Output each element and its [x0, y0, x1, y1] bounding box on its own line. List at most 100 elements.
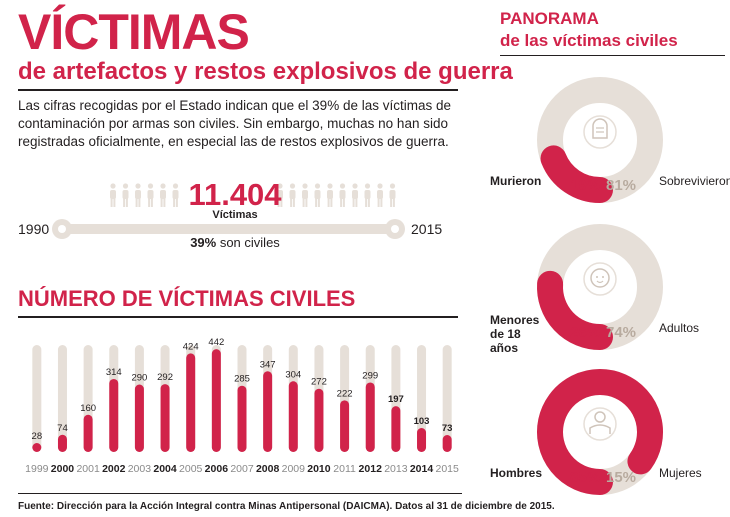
bar-value-label: 347 [260, 359, 276, 370]
person-icon [389, 183, 396, 207]
title-divider [18, 89, 458, 91]
donut-right-pct: 15% [606, 469, 637, 486]
bar-track [57, 345, 67, 452]
person-icon [122, 183, 129, 207]
x-tick-label: 2002 [102, 463, 126, 475]
donut-left-pct: 26% [570, 324, 601, 341]
bar-value-label: 272 [311, 377, 327, 388]
bar [57, 434, 67, 452]
donut-right-pct: 74% [606, 324, 637, 341]
donut-right-label: Mujeres [659, 466, 702, 480]
bar-value-label: 299 [362, 370, 378, 381]
bar [211, 349, 221, 452]
x-tick-label: 2013 [384, 463, 408, 475]
bar [391, 406, 401, 452]
bar-chart: 28 1999 74 2000 160 2001 314 2002 290 2003 292 2004… [25, 337, 459, 475]
x-tick-label: 2004 [153, 463, 177, 475]
panorama-title: PANORAMA de las víctimas civiles [500, 8, 678, 52]
person-icon [314, 183, 321, 207]
bar-value-label: 292 [157, 372, 173, 383]
source-divider [18, 493, 462, 494]
donut-left-label: Menores de 18 años [490, 313, 540, 355]
bar [365, 382, 375, 452]
person-icon [364, 183, 371, 207]
bar-value-label: 304 [285, 369, 301, 380]
civil-percentage-value: 39% [190, 235, 217, 250]
child-face-icon [583, 262, 617, 296]
bar [417, 428, 427, 452]
bar [134, 384, 144, 452]
person-icon [352, 183, 358, 207]
bar-track [417, 345, 427, 452]
bar-value-label: 424 [183, 341, 199, 352]
bar-value-label: 197 [388, 394, 404, 405]
donut-left-label: Murieron [490, 174, 542, 188]
bar [83, 414, 93, 452]
bar [32, 443, 42, 452]
tombstone-icon [583, 115, 617, 149]
bar-value-label: 290 [131, 373, 147, 384]
bar-value-label: 73 [442, 423, 453, 434]
intro-text: Las cifras recogidas por el Estado indic… [18, 98, 451, 149]
chart-title: NÚMERO DE VÍCTIMAS CIVILES [18, 286, 356, 311]
person-icon [377, 183, 383, 207]
x-tick-label: 2012 [359, 463, 383, 475]
bar-value-label: 103 [414, 416, 430, 427]
civil-percentage-label: son civiles [216, 235, 280, 250]
timeline-end-year: 2015 [411, 221, 443, 237]
donut-right-label: Adultos [659, 321, 700, 335]
x-tick-label: 2000 [51, 463, 75, 475]
person-icon [160, 183, 166, 207]
total-victims: 11.404 [188, 177, 282, 212]
bar [288, 381, 298, 452]
x-tick-label: 2011 [333, 463, 356, 475]
bar-value-label: 222 [337, 388, 353, 399]
bar [109, 378, 119, 452]
bar [314, 388, 324, 452]
person-icon [289, 183, 296, 207]
bar [160, 384, 170, 452]
person-icon [327, 183, 333, 207]
bar-value-label: 442 [208, 337, 224, 348]
person-icon [135, 183, 141, 207]
x-tick-label: 2005 [179, 463, 203, 475]
x-tick-label: 2009 [282, 463, 306, 475]
person-icon [339, 183, 346, 207]
x-tick-label: 2006 [205, 463, 229, 475]
x-tick-label: 2008 [256, 463, 280, 475]
bar [263, 371, 273, 452]
bar-track [442, 345, 452, 452]
person-icon [277, 183, 283, 207]
people-icons-left [110, 183, 179, 207]
donut-right-label: Sobrevivieron [659, 174, 730, 188]
bar-value-label: 28 [32, 431, 43, 442]
bar [442, 435, 452, 452]
people-icons-right [277, 183, 396, 207]
person-icon [147, 183, 154, 207]
total-victims-label: Víctimas [212, 209, 258, 221]
bar [340, 400, 350, 452]
man-icon [583, 407, 617, 441]
donut-track [537, 224, 663, 350]
person-icon [302, 183, 308, 207]
panorama-divider [500, 55, 725, 56]
donut-segment [537, 369, 663, 495]
source-note: Fuente: Dirección para la Acción Integra… [18, 501, 555, 512]
donut-left-pct: 19% [570, 177, 601, 194]
person-icon [110, 183, 116, 207]
donut-track [537, 77, 663, 203]
x-tick-label: 2003 [128, 463, 152, 475]
x-tick-label: 2010 [307, 463, 331, 475]
bar [237, 385, 247, 452]
bar [186, 353, 196, 452]
x-tick-label: 2014 [410, 463, 434, 475]
person-icon [172, 183, 179, 207]
main-title: VÍCTIMAS [18, 4, 250, 60]
timeline-bar [62, 224, 392, 234]
chart-title-divider [18, 316, 458, 318]
bar-value-label: 160 [80, 403, 96, 414]
donut-track [537, 369, 663, 495]
donut-left-pct: 85% [570, 469, 601, 486]
x-tick-label: 2001 [76, 463, 100, 475]
bar-value-label: 314 [106, 367, 122, 378]
